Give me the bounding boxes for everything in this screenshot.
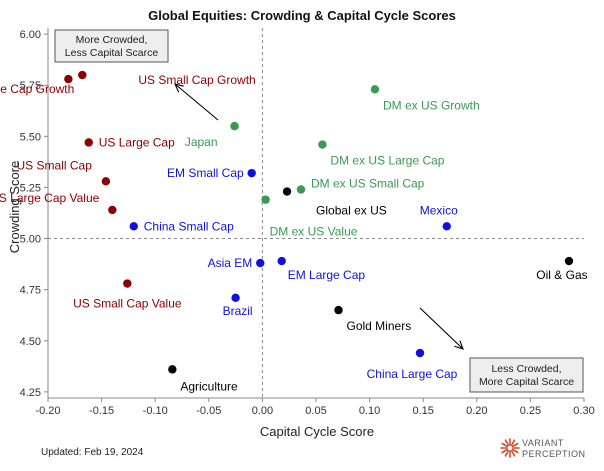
x-tick-label: 0.30 xyxy=(573,405,594,417)
data-label: Oil & Gas xyxy=(536,268,587,282)
logo-ray xyxy=(511,442,519,448)
y-axis-ticks: 4.25 4.50 4.75 5.00 5.25 5.50 5.75 6.00 xyxy=(20,29,48,399)
annotation-bottom-right-box xyxy=(469,357,584,393)
logo-ray xyxy=(504,449,510,457)
data-label: Asia EM xyxy=(208,256,253,270)
arrow-down-right-head xyxy=(454,340,464,350)
data-label: US Large Cap Value xyxy=(0,191,100,205)
annotation-top-left-box xyxy=(54,29,169,63)
data-point xyxy=(168,365,177,374)
annotation-top-left: More Crowded, Less Capital Scarce xyxy=(54,29,169,63)
annotation-top-left-line2: Less Capital Scarce xyxy=(65,47,159,59)
data-label: US Small Cap xyxy=(17,158,93,172)
logo-ray xyxy=(511,448,519,454)
data-label: US Small Cap Growth xyxy=(138,73,255,87)
data-point xyxy=(334,305,343,315)
logo-ray xyxy=(510,449,516,457)
data-label: DM ex US Value xyxy=(270,225,358,239)
annotation-bottom-right: Less Crowded, More Capital Scarce xyxy=(469,357,584,393)
variant-perception-logo: VARIANT PERCEPTION xyxy=(500,438,586,459)
annotation-top-left-line1: More Crowded, xyxy=(76,34,148,46)
arrow-down-right-shaft xyxy=(419,307,464,350)
arrow-up-left-head xyxy=(174,83,184,93)
data-point xyxy=(282,187,292,196)
data-point xyxy=(231,293,240,303)
data-label: Japan xyxy=(185,135,218,149)
data-labels: US Large Cap Growth US Small Cap Growth US… xyxy=(0,73,588,393)
x-axis-ticks: -0.20 -0.15 -0.10 -0.05 0.00 0.05 0.10 0.15 0.20… xyxy=(35,398,595,417)
data-point xyxy=(296,185,306,194)
data-point xyxy=(277,256,286,266)
data-label: Agriculture xyxy=(180,379,238,393)
data-label: China Large Cap xyxy=(367,367,458,381)
data-point xyxy=(261,195,270,204)
annotation-bottom-right-line2: More Capital Scarce xyxy=(479,376,574,388)
arrow-up-left-shaft xyxy=(174,83,219,121)
data-label: Brazil xyxy=(223,304,253,318)
x-tick-label: 0.20 xyxy=(466,405,487,417)
x-tick-label: -0.20 xyxy=(35,405,60,417)
data-label: DM ex US Small Cap xyxy=(311,176,425,190)
data-label: Global ex US xyxy=(316,204,387,218)
x-tick-label: -0.10 xyxy=(143,405,168,417)
data-point xyxy=(318,140,327,149)
logo-ray xyxy=(510,439,516,447)
y-axis-label: Crowding Score xyxy=(7,161,22,254)
x-tick-label: 0.15 xyxy=(412,405,433,417)
logo-ray xyxy=(501,448,509,454)
updated-date: Updated: Feb 19, 2024 xyxy=(41,447,144,458)
y-tick-label: 4.25 xyxy=(20,387,41,399)
logo-ray xyxy=(504,439,510,447)
data-point xyxy=(129,222,138,231)
direction-arrows xyxy=(174,83,464,350)
data-point xyxy=(108,205,117,215)
data-label: China Small Cap xyxy=(144,219,234,233)
data-label: Gold Miners xyxy=(347,319,412,333)
y-tick-label: 5.00 xyxy=(20,234,41,246)
data-label: Mexico xyxy=(420,203,458,217)
data-point xyxy=(247,168,256,178)
data-label: DM ex US Large Cap xyxy=(330,154,444,168)
x-axis-label: Capital Cycle Score xyxy=(260,424,374,439)
y-tick-label: 4.50 xyxy=(20,336,41,348)
x-tick-label: -0.15 xyxy=(89,405,114,417)
data-label: US Large Cap Growth xyxy=(0,82,74,96)
logo-line2: PERCEPTION xyxy=(522,449,586,459)
annotation-bottom-right-line1: Less Crowded, xyxy=(491,363,561,375)
x-tick-label: 0.00 xyxy=(252,405,273,417)
logo-line1: VARIANT xyxy=(522,438,564,448)
x-tick-label: 0.10 xyxy=(359,405,380,417)
y-tick-label: 5.25 xyxy=(20,182,41,194)
data-label: US Small Cap Value xyxy=(73,297,182,311)
data-point xyxy=(101,177,111,186)
data-point xyxy=(123,279,132,288)
data-point xyxy=(230,121,239,131)
data-label: US Large Cap xyxy=(99,135,175,149)
data-label: EM Large Cap xyxy=(288,268,366,282)
logo-mark-icon xyxy=(500,438,520,458)
data-point xyxy=(64,74,73,84)
data-point xyxy=(256,258,265,268)
logo-ray xyxy=(501,442,509,448)
reference-lines xyxy=(48,28,584,398)
y-tick-label: 4.75 xyxy=(20,285,41,297)
data-label: EM Small Cap xyxy=(167,166,244,180)
data-label: DM ex US Growth xyxy=(383,98,480,112)
y-tick-label: 6.00 xyxy=(20,29,41,41)
data-point xyxy=(78,70,87,80)
y-tick-label: 5.75 xyxy=(20,80,41,92)
data-points xyxy=(64,70,574,374)
data-point xyxy=(442,222,451,231)
x-tick-label: -0.05 xyxy=(196,405,221,417)
data-point xyxy=(84,138,93,147)
y-tick-label: 5.50 xyxy=(20,131,41,143)
x-tick-label: 0.05 xyxy=(305,405,326,417)
data-point xyxy=(370,85,380,94)
data-point xyxy=(415,348,425,358)
x-tick-label: 0.25 xyxy=(520,405,541,417)
data-point xyxy=(564,256,574,266)
chart-title: Global Equities: Crowding & Capital Cycl… xyxy=(148,8,456,23)
